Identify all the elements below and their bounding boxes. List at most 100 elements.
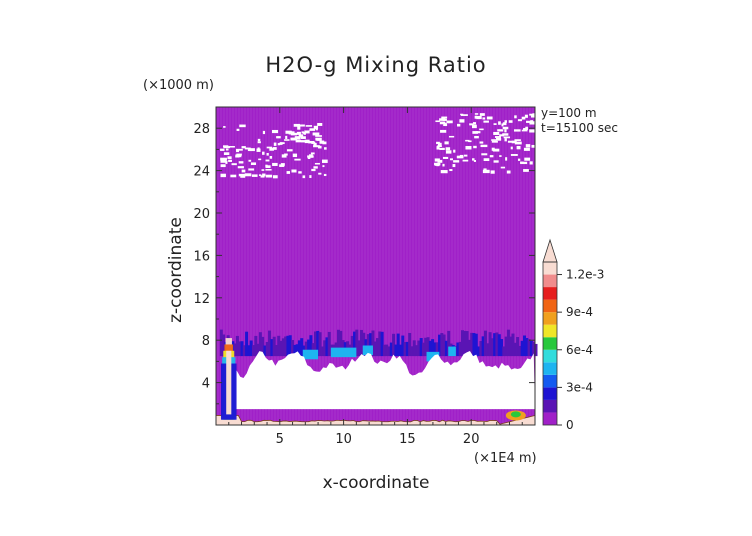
- patch-speck: [220, 148, 225, 151]
- patch-speck: [269, 155, 273, 159]
- patch-speck: [235, 154, 242, 158]
- patch-speck: [474, 135, 479, 139]
- moist-column: [320, 346, 324, 357]
- patch-speck: [525, 144, 531, 148]
- x-axis-unit: (×1E4 m): [474, 451, 537, 466]
- moist-column: [353, 331, 357, 357]
- patch-speck: [517, 158, 521, 161]
- patch-speck: [474, 115, 478, 119]
- moist-column: [463, 330, 467, 357]
- moist-column: [529, 340, 533, 357]
- patch-speck: [530, 114, 538, 118]
- moist-column: [309, 335, 313, 357]
- moist-column: [362, 332, 366, 357]
- patch-speck: [296, 131, 301, 135]
- patch-speck: [308, 140, 315, 144]
- moist-column: [359, 329, 363, 357]
- colorbar-segment: [543, 362, 557, 375]
- moist-column: [495, 332, 499, 357]
- patch-speck: [471, 124, 477, 129]
- moist-column: [465, 331, 469, 357]
- patch-speck: [514, 141, 522, 145]
- patch-speck: [523, 147, 530, 151]
- moist-column: [288, 335, 292, 357]
- moist-column: [369, 333, 373, 357]
- moist-column: [534, 343, 538, 357]
- moist-column: [525, 338, 529, 357]
- moist-column: [477, 346, 481, 357]
- patch-speck: [529, 161, 533, 165]
- patch-speck: [323, 173, 327, 177]
- patch-speck: [472, 158, 475, 161]
- patch-speck: [465, 139, 470, 142]
- moist-column: [467, 339, 471, 357]
- moist-column: [518, 345, 522, 357]
- patch-speck: [269, 148, 274, 151]
- moist-cell-3: [426, 351, 440, 362]
- colorbar-extend-arrow: [542, 238, 558, 263]
- patch-speck: [436, 146, 440, 150]
- patch-speck: [258, 174, 262, 177]
- patch-speck: [300, 136, 306, 139]
- moist-column: [401, 335, 405, 357]
- y-tick-label: 24: [193, 165, 210, 180]
- patch-speck: [290, 137, 298, 141]
- patch-speck: [463, 154, 468, 157]
- moist-column: [249, 340, 253, 357]
- moist-column: [497, 334, 501, 357]
- patch-speck: [469, 123, 474, 126]
- patch-speck: [238, 161, 244, 164]
- patch-speck: [309, 175, 312, 178]
- patch-speck: [443, 124, 448, 126]
- patch-speck: [223, 152, 230, 156]
- patch-speck: [315, 135, 322, 137]
- patch-speck: [239, 124, 246, 128]
- patch-speck: [257, 138, 261, 142]
- patch-speck: [482, 117, 486, 120]
- moist-column: [327, 331, 331, 357]
- patch-speck: [501, 123, 504, 127]
- moist-column: [513, 342, 517, 357]
- patch-speck: [493, 123, 497, 125]
- patch-speck: [304, 130, 310, 134]
- patch-speck: [230, 174, 237, 178]
- moist-column: [426, 337, 430, 357]
- patch-speck: [460, 113, 464, 116]
- patch-speck: [479, 113, 485, 116]
- patch-speck: [453, 149, 456, 153]
- patch-speck: [495, 137, 502, 141]
- moist-column: [428, 340, 432, 357]
- moist-column: [506, 329, 510, 357]
- patch-speck: [441, 116, 448, 119]
- patch-speck: [448, 135, 455, 138]
- patch-speck: [472, 131, 478, 134]
- moist-column: [447, 330, 451, 357]
- patch-speck: [491, 140, 498, 143]
- patch-speck: [265, 169, 272, 171]
- moist-column: [438, 334, 442, 357]
- patch-speck: [290, 132, 298, 136]
- moist-column: [336, 329, 340, 357]
- patch-speck: [506, 170, 511, 174]
- patch-speck: [434, 162, 441, 166]
- patch-speck: [312, 132, 320, 136]
- surface-spot-core: [510, 411, 521, 418]
- patch-speck: [524, 114, 528, 118]
- patch-speck: [298, 171, 302, 174]
- patch-speck: [266, 152, 269, 156]
- patch-speck: [316, 138, 322, 141]
- moist-column: [408, 332, 412, 357]
- moist-column: [481, 336, 485, 357]
- patch-speck: [299, 124, 305, 127]
- moist-column: [415, 345, 419, 357]
- moist-column: [297, 340, 301, 357]
- patch-speck: [276, 136, 281, 139]
- patch-speck: [472, 122, 477, 125]
- moist-column: [419, 338, 423, 357]
- patch-speck: [286, 171, 291, 174]
- patch-speck: [260, 175, 265, 178]
- patch-speck: [279, 142, 283, 145]
- patch-speck: [504, 120, 507, 123]
- moist-column: [357, 340, 361, 357]
- patch-speck: [220, 173, 226, 178]
